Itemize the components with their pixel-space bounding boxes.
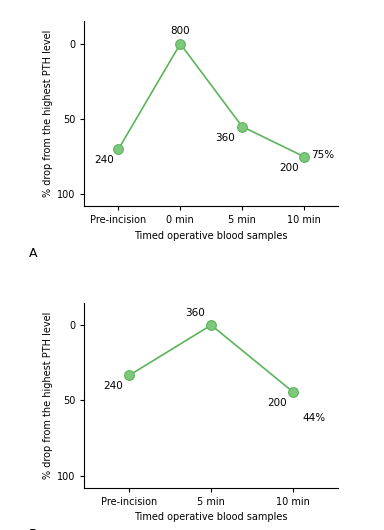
Text: 240: 240	[94, 155, 114, 165]
Text: B: B	[29, 528, 37, 530]
Text: 360: 360	[215, 132, 235, 143]
Text: 240: 240	[103, 381, 123, 391]
Text: A: A	[29, 247, 37, 260]
Y-axis label: % drop from the highest PTH level: % drop from the highest PTH level	[43, 30, 53, 198]
Text: 360: 360	[185, 307, 205, 317]
Y-axis label: % drop from the highest PTH level: % drop from the highest PTH level	[43, 311, 53, 479]
Text: 200: 200	[267, 398, 286, 408]
Text: 800: 800	[170, 26, 190, 36]
Text: 75%: 75%	[311, 150, 334, 160]
X-axis label: Timed operative blood samples: Timed operative blood samples	[134, 512, 288, 522]
Text: 200: 200	[279, 163, 299, 173]
Text: 44%: 44%	[303, 413, 326, 423]
X-axis label: Timed operative blood samples: Timed operative blood samples	[134, 231, 288, 241]
